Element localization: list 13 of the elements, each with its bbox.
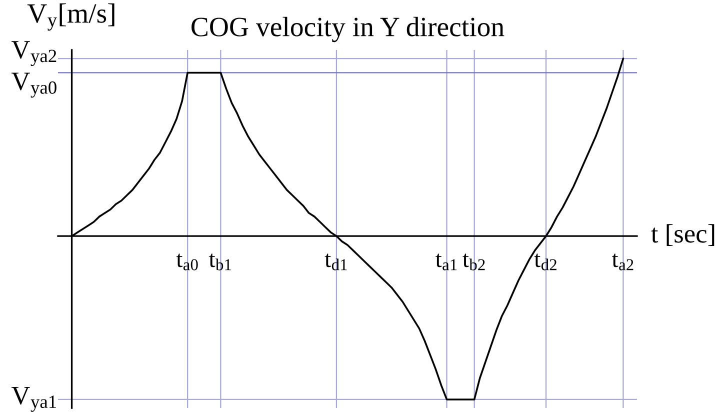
x-tick-label: t$_{a2}$ — [612, 254, 634, 270]
x-tick-label: t$_{d1}$ — [324, 254, 347, 270]
x-tick-label: t$_{a0}$ — [176, 254, 198, 270]
ref-line-label: V$_{ya1}$ — [11, 386, 56, 412]
ref-line-label: V$_{ya0}$ — [11, 72, 56, 98]
x-tick-label: t$_{b1}$ — [208, 254, 232, 270]
chart-title: COG velocity in Y direction — [192, 16, 504, 42]
x-tick-label: t$_{a1}$ — [436, 254, 457, 270]
ref-line-label: V$_{ya2}$ — [11, 41, 56, 66]
x-tick-label: t$_{b2}$ — [462, 254, 485, 270]
x-axis-title: t [sec] — [651, 224, 714, 246]
y-axis-title: V$_{y}$[m/s] — [27, 3, 114, 31]
x-tick-label: t$_{d2}$ — [534, 254, 556, 270]
